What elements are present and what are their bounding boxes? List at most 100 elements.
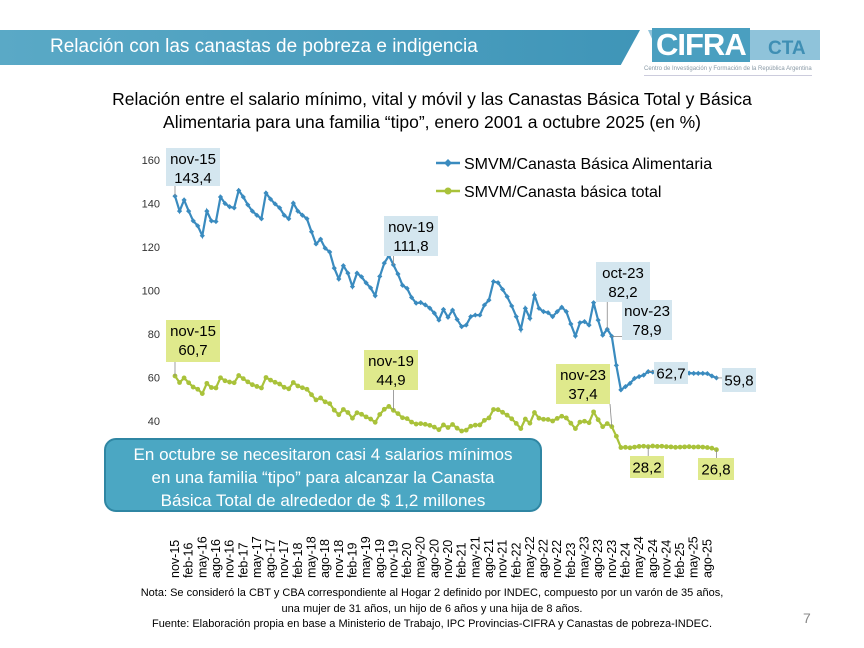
data-point [427, 305, 433, 311]
data-point [377, 412, 383, 417]
data-point [486, 297, 492, 303]
annotation-box [698, 458, 734, 480]
data-point [668, 444, 674, 450]
data-point [554, 308, 560, 315]
data-point [299, 212, 305, 218]
data-point [527, 315, 533, 321]
callout-box: En octubre se necesitaron casi 4 salario… [104, 438, 542, 512]
data-point [550, 314, 556, 320]
data-point [236, 187, 242, 194]
data-point [613, 433, 619, 439]
data-point [277, 205, 283, 211]
data-point [704, 370, 710, 377]
data-point [631, 375, 638, 381]
logo-suffix: CTA [768, 38, 806, 59]
data-point [482, 417, 487, 423]
data-point [349, 283, 356, 290]
data-point [491, 407, 496, 412]
x-tick-label: may-24 [632, 536, 646, 578]
data-point [249, 382, 255, 388]
data-point [308, 229, 315, 235]
data-point [399, 282, 406, 288]
data-point [340, 263, 346, 269]
data-point [258, 216, 265, 222]
annotation-date: nov-19 [388, 219, 434, 236]
annotation-date: nov-23 [624, 303, 670, 320]
data-point [463, 427, 469, 433]
callout-line-1: En octubre se necesitaron casi 4 salario… [133, 445, 513, 464]
data-point [354, 270, 360, 276]
annotation-box [630, 456, 664, 478]
data-point [368, 416, 374, 422]
data-point [441, 422, 446, 428]
data-point [522, 305, 528, 311]
x-tick-label: may-21 [468, 536, 482, 578]
data-point [177, 380, 182, 385]
data-point [445, 425, 451, 430]
annotation-box [622, 300, 672, 340]
data-point [440, 306, 447, 313]
data-point [559, 304, 565, 310]
data-point [263, 375, 269, 380]
annotation-box [596, 262, 650, 302]
x-tick-label: nov-23 [605, 540, 619, 578]
data-point [641, 372, 647, 378]
data-point [604, 421, 610, 427]
data-point [522, 416, 528, 422]
annotation-date: nov-23 [560, 367, 606, 384]
data-point [686, 370, 692, 376]
data-point [636, 374, 642, 380]
chart-title-line-1: Relación entre el salario mínimo, vital … [112, 89, 752, 109]
data-point [563, 308, 569, 315]
logo-main-text: CIFRA [652, 28, 750, 62]
data-point [550, 418, 556, 424]
y-tick-label: 120 [142, 242, 160, 254]
note-line-1: Nota: Se consideró la CBT y CBA correspo… [140, 587, 724, 599]
x-tick-label: feb-25 [673, 543, 687, 578]
annotation-box [364, 350, 418, 390]
data-point [573, 426, 578, 432]
data-point [327, 401, 333, 406]
annotation-date: oct-23 [602, 265, 644, 282]
x-tick-label: feb-21 [455, 543, 469, 578]
data-point [581, 319, 588, 325]
data-point [418, 299, 424, 306]
y-tick-label: 60 [148, 373, 160, 385]
data-point [445, 314, 451, 320]
data-point [268, 377, 273, 383]
data-point [622, 384, 629, 390]
data-point [245, 379, 251, 385]
data-point [450, 422, 455, 427]
data-point [645, 369, 651, 375]
data-point [463, 322, 469, 328]
legend-marker-diamond [444, 159, 452, 167]
data-point [286, 386, 292, 392]
callout-line-3: Básica Total de alrededor de $ 1,2 millo… [160, 491, 486, 510]
annotation-box [722, 368, 756, 392]
data-point [272, 201, 278, 207]
data-point [700, 444, 706, 450]
annotation-value: 82,2 [608, 284, 637, 301]
data-point [222, 378, 228, 384]
x-tick-label: may-19 [359, 536, 373, 578]
data-point [413, 421, 419, 427]
data-point [527, 420, 533, 426]
data-point [249, 208, 255, 214]
data-point [286, 216, 292, 222]
x-tick-label: feb-18 [291, 543, 305, 578]
x-tick-label: feb-17 [236, 543, 250, 578]
data-point [686, 444, 692, 450]
data-point [404, 416, 410, 422]
data-point [572, 333, 578, 339]
data-point [691, 370, 697, 376]
data-point [600, 332, 606, 338]
data-point [204, 380, 210, 386]
data-point [204, 208, 210, 214]
header-bar [0, 30, 640, 65]
data-point [695, 370, 701, 376]
annotation-leader-line [609, 403, 613, 427]
data-point [295, 208, 301, 214]
y-tick-label: 100 [142, 286, 160, 298]
x-tick-label: feb-23 [564, 543, 578, 578]
